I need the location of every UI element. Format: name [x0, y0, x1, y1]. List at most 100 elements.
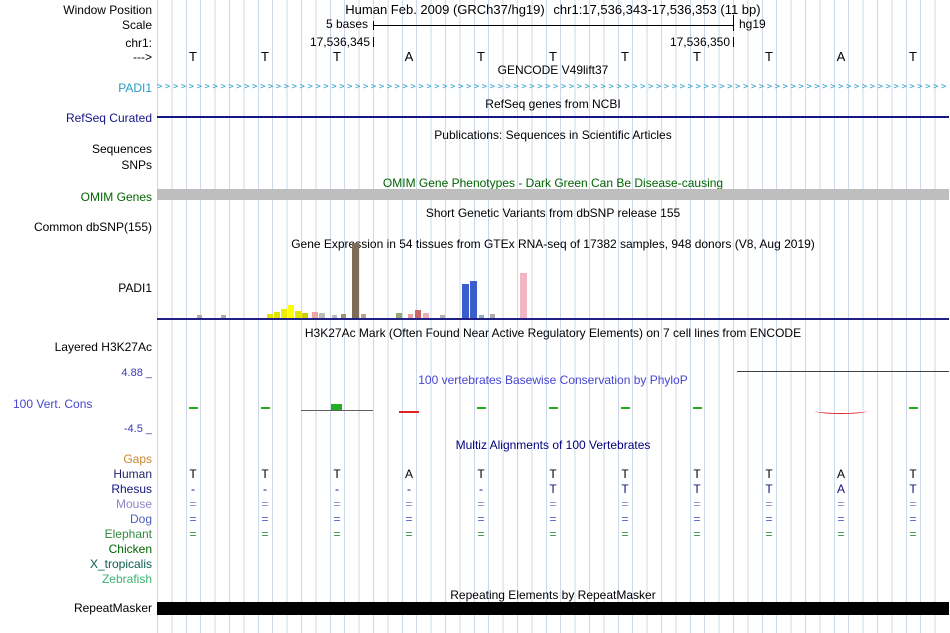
- gencode-transcript-padi1[interactable]: >>>>>>>>>>>>>>>>>>>>>>>>>>>>>>>>>>>>>>>>…: [157, 82, 949, 92]
- alignment-cell-dog: =: [261, 512, 269, 526]
- track-label-common-dbsnp[interactable]: Common dbSNP(155): [33, 220, 152, 234]
- gtex-expression-bar[interactable]: [440, 315, 445, 318]
- track-label-snps[interactable]: SNPs: [121, 158, 152, 172]
- sequence-base-11: T: [909, 49, 917, 64]
- sidebar-item-mouse[interactable]: Mouse: [115, 497, 152, 511]
- alignment-cell-mouse: =: [333, 497, 341, 511]
- alignment-cell-mouse: =: [189, 497, 197, 511]
- track-label-repeatmasker[interactable]: RepeatMasker: [73, 601, 152, 615]
- track-title-h3k27ac[interactable]: H3K27Ac Mark (Often Found Near Active Re…: [304, 326, 802, 340]
- sidebar-item-zebrafish[interactable]: Zebrafish: [101, 572, 152, 586]
- gtex-expression-bar[interactable]: [302, 313, 308, 318]
- alignment-cell-rhesus: T: [909, 482, 917, 496]
- sequence-base-4: A: [404, 49, 414, 64]
- gtex-expression-bar[interactable]: [295, 311, 301, 318]
- sequence-base-10: A: [836, 49, 846, 64]
- alignment-cell-rhesus: T: [549, 482, 557, 496]
- gtex-expression-bar[interactable]: [274, 312, 280, 318]
- track-title-omim[interactable]: OMIM Gene Phenotypes - Dark Green Can Be…: [382, 176, 724, 190]
- track-title-phylop[interactable]: 100 vertebrates Basewise Conservation by…: [418, 373, 688, 387]
- gtex-expression-bar[interactable]: [490, 314, 495, 318]
- alignment-cell-dog: =: [477, 512, 485, 526]
- track-title-dbsnp[interactable]: Short Genetic Variants from dbSNP releas…: [425, 206, 681, 220]
- phylop-min-value: -4.5 _: [123, 423, 152, 435]
- scale-bar-left-tick: [373, 21, 374, 30]
- gtex-expression-bar[interactable]: [319, 313, 325, 318]
- sidebar-item-x-tropicalis[interactable]: X_tropicalis: [89, 557, 152, 571]
- phylop-mark: [549, 407, 558, 409]
- alignment-cell-human: T: [261, 467, 269, 481]
- track-title-repeatmasker[interactable]: Repeating Elements by RepeatMasker: [450, 588, 656, 602]
- phylop-mark: [261, 407, 270, 409]
- gtex-expression-bar[interactable]: [462, 284, 469, 318]
- track-title-gencode[interactable]: GENCODE V49lift37: [497, 63, 609, 77]
- track-title-refseq[interactable]: RefSeq genes from NCBI: [485, 97, 621, 111]
- track-label-gtex-padi1[interactable]: PADI1: [118, 281, 152, 295]
- gtex-baseline: [157, 318, 949, 320]
- track-title-gtex[interactable]: Gene Expression in 54 tissues from GTEx …: [291, 237, 815, 251]
- alignment-cell-dog: =: [837, 512, 845, 526]
- sequence-base-1: T: [189, 49, 197, 64]
- chrom-label: chr1:: [125, 36, 152, 50]
- track-title-multiz[interactable]: Multiz Alignments of 100 Vertebrates: [455, 438, 651, 452]
- alignment-cell-human: T: [189, 467, 197, 481]
- gtex-expression-bar[interactable]: [520, 273, 527, 318]
- gtex-expression-bar[interactable]: [361, 314, 366, 318]
- gtex-expression-bar[interactable]: [396, 313, 402, 318]
- alignment-cell-rhesus: -: [407, 482, 411, 496]
- repeatmasker-bar[interactable]: [157, 602, 949, 615]
- sidebar-item-dog[interactable]: Dog: [129, 512, 152, 526]
- gtex-expression-bar[interactable]: [479, 315, 484, 318]
- alignment-cell-rhesus: T: [621, 482, 629, 496]
- alignment-cell-human: A: [836, 467, 846, 481]
- alignment-cell-rhesus: T: [693, 482, 701, 496]
- alignment-cell-mouse: =: [621, 497, 629, 511]
- assembly-title: Human Feb. 2009 (GRCh37/hg19): [345, 2, 545, 17]
- gtex-expression-bar[interactable]: [312, 312, 318, 318]
- alignment-cell-elephant: =: [333, 527, 341, 541]
- phylop-mark: [909, 407, 918, 409]
- gtex-expression-bar[interactable]: [197, 315, 202, 318]
- track-label-padi1-gencode[interactable]: PADI1: [118, 81, 152, 95]
- gtex-expression-bar[interactable]: [332, 315, 337, 318]
- gtex-expression-bar[interactable]: [470, 281, 477, 318]
- sidebar-item-elephant[interactable]: Elephant: [104, 527, 152, 541]
- alignment-cell-mouse: =: [693, 497, 701, 511]
- phylop-mark: [693, 407, 702, 409]
- gtex-expression-bar[interactable]: [281, 309, 287, 318]
- tracks-area[interactable]: Human Feb. 2009 (GRCh37/hg19) chr1:17,53…: [157, 0, 949, 633]
- sidebar-item-human[interactable]: Human: [113, 467, 152, 481]
- alignment-cell-rhesus: T: [765, 482, 773, 496]
- h3k27ac-baseline-segment: [737, 371, 949, 372]
- refseq-curated-gene-line[interactable]: [157, 116, 949, 118]
- omim-gene-bar[interactable]: [157, 189, 949, 200]
- alignment-cell-elephant: =: [765, 527, 773, 541]
- sidebar-item-chicken[interactable]: Chicken: [108, 542, 152, 556]
- sidebar-item-rhesus[interactable]: Rhesus: [111, 482, 152, 496]
- gtex-expression-bar[interactable]: [423, 313, 429, 318]
- phylop-mark: [621, 407, 630, 409]
- track-label-refseq-curated[interactable]: RefSeq Curated: [65, 111, 152, 125]
- gtex-expression-bar[interactable]: [341, 314, 346, 318]
- gtex-expression-bar[interactable]: [288, 305, 294, 318]
- alignment-cell-human: T: [477, 467, 485, 481]
- gtex-expression-bar[interactable]: [352, 243, 359, 318]
- gtex-expression-bar[interactable]: [221, 315, 226, 318]
- sequence-base-5: T: [477, 49, 485, 64]
- alignment-cell-human: A: [404, 467, 414, 481]
- alignment-cell-dog: =: [693, 512, 701, 526]
- track-title-publications[interactable]: Publications: Sequences in Scientific Ar…: [434, 128, 672, 142]
- scale-value: 5 bases: [325, 17, 368, 31]
- sidebar-item-gaps[interactable]: Gaps: [123, 452, 152, 466]
- gtex-expression-bar[interactable]: [267, 314, 273, 318]
- gtex-expression-bar[interactable]: [415, 310, 421, 318]
- alignment-cell-elephant: =: [189, 527, 197, 541]
- track-label-omim-genes[interactable]: OMIM Genes: [80, 190, 152, 204]
- gtex-expression-bar[interactable]: [408, 314, 413, 318]
- alignment-cell-mouse: =: [405, 497, 413, 511]
- track-label-100-vert-cons[interactable]: 100 Vert. Cons: [13, 397, 93, 411]
- track-label-layered-h3k27ac[interactable]: Layered H3K27Ac: [54, 340, 152, 354]
- track-label-sequences[interactable]: Sequences: [91, 142, 152, 156]
- alignment-cell-elephant: =: [405, 527, 413, 541]
- alignment-cell-elephant: =: [621, 527, 629, 541]
